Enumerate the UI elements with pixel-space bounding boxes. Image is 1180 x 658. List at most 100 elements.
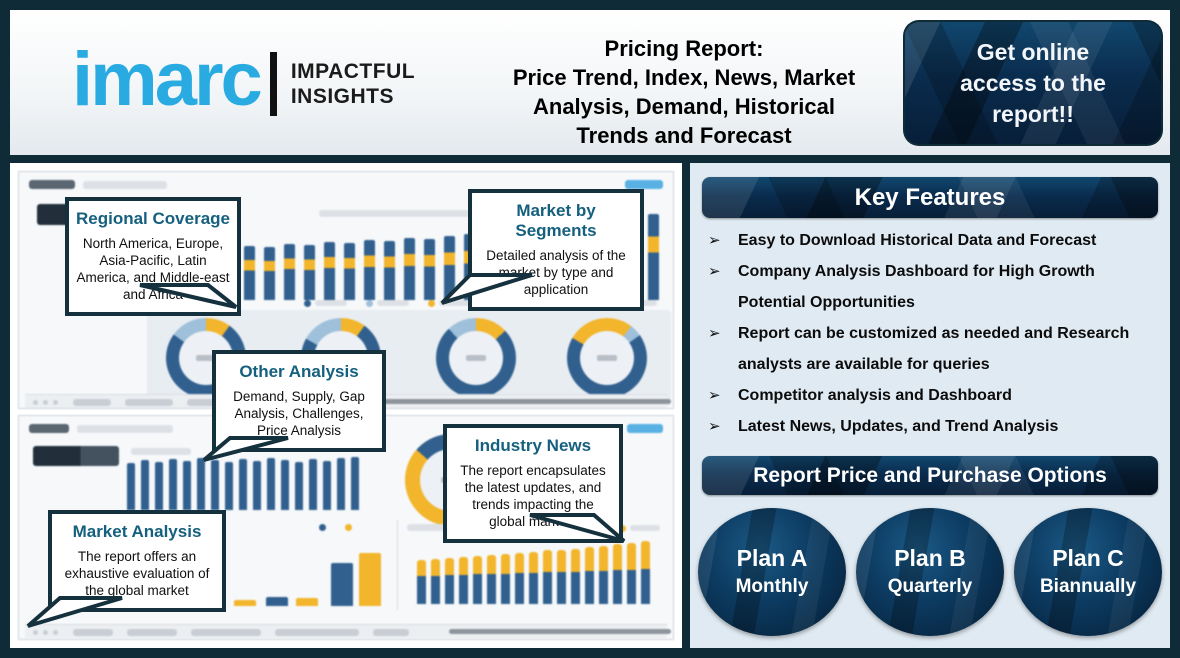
stacked-bar xyxy=(445,558,454,604)
get-online-access-button[interactable]: Get online access to the report!! xyxy=(903,20,1163,146)
legend-dot xyxy=(428,300,435,307)
imarc-logo: imarc IMPACTFUL INSIGHTS xyxy=(72,32,415,136)
blurred-text-placeholder xyxy=(439,300,471,306)
tab-placeholder xyxy=(127,629,177,636)
bar xyxy=(351,457,359,510)
tab-placeholder xyxy=(73,399,111,406)
arrow-bullet-icon: ➢ xyxy=(708,417,721,435)
stacked-bar xyxy=(557,550,566,604)
plan-circle-b[interactable]: Plan B Quarterly xyxy=(856,508,1004,636)
blurred-text-placeholder xyxy=(630,525,660,531)
callout-tail xyxy=(440,273,533,305)
stacked-bar xyxy=(487,555,496,604)
blurred-text-placeholder xyxy=(131,448,191,455)
plan-name: Plan B xyxy=(894,545,966,571)
bar xyxy=(234,600,256,606)
tab-placeholder xyxy=(191,629,261,636)
bar xyxy=(281,460,289,510)
bar xyxy=(284,244,295,300)
logo-tagline-line2: INSIGHTS xyxy=(290,85,394,108)
stacked-bar xyxy=(473,556,482,604)
scrollbar xyxy=(449,629,671,634)
key-feature-text: Easy to Download Historical Data and For… xyxy=(738,232,1097,249)
callout-tail xyxy=(139,283,238,309)
panel-divider xyxy=(397,520,398,610)
key-feature-text: Company Analysis Dashboard for High Grow… xyxy=(738,263,1095,311)
bar xyxy=(324,242,335,300)
bar xyxy=(183,461,191,510)
arrow-bullet-icon: ➢ xyxy=(708,262,721,280)
plan-period: Monthly xyxy=(735,576,809,597)
get-online-access-label: Get online access to the report!! xyxy=(960,38,1106,127)
logo-tagline-line1: IMPACTFUL xyxy=(290,59,416,83)
bar xyxy=(648,214,659,300)
bar xyxy=(239,459,247,510)
blurred-link-placeholder xyxy=(625,180,663,189)
key-feature-item: ➢ Easy to Download Historical Data and Fo… xyxy=(708,225,1160,256)
callout-market-analysis: Market Analysis The report offers an exha… xyxy=(48,510,226,612)
header-banner: imarc IMPACTFUL INSIGHTS Pricing Report:… xyxy=(10,10,1170,155)
column-chart xyxy=(127,457,369,510)
legend-dot xyxy=(304,300,311,307)
stacked-bar xyxy=(431,559,440,604)
blurred-text-placeholder xyxy=(77,425,173,433)
tab-placeholder xyxy=(73,629,113,636)
arrow-bullet-icon: ➢ xyxy=(708,231,721,249)
callout-title: Regional Coverage xyxy=(76,209,230,228)
tab-placeholder xyxy=(373,629,409,636)
report-title-line: Price Trend, Index, News, Market xyxy=(512,65,856,90)
stacked-bar xyxy=(641,541,650,604)
legend-dot xyxy=(366,300,373,307)
plan-period: Quarterly xyxy=(887,576,973,597)
blurred-title-placeholder xyxy=(29,180,75,189)
donut-hole xyxy=(449,331,503,385)
bar xyxy=(304,245,315,300)
callout-title: Industry News xyxy=(474,436,592,455)
legend-dot xyxy=(319,524,326,531)
pager-dot xyxy=(33,400,38,405)
donut-hole xyxy=(580,331,634,385)
tab-placeholder xyxy=(275,629,359,636)
bar xyxy=(444,236,455,300)
dashboard-tabbar xyxy=(25,624,671,638)
donut-chart xyxy=(166,318,246,398)
callout-tail xyxy=(529,513,626,543)
callout-body: North America, Europe, Asia-Pacific, Lat… xyxy=(76,236,230,302)
stacked-bar xyxy=(599,546,608,604)
logo-divider xyxy=(269,52,277,116)
callout-body: Demand, Supply, Gap Analysis, Challenges… xyxy=(233,389,365,438)
bar xyxy=(155,462,163,510)
callout-body: The report offers an exhaustive evaluati… xyxy=(64,549,210,598)
stacked-bar xyxy=(459,557,468,604)
key-feature-item: ➢ Report can be customized as needed and … xyxy=(708,318,1160,380)
bar xyxy=(424,239,435,300)
plan-circle-c[interactable]: Plan C Biannually xyxy=(1014,508,1162,636)
blurred-title-placeholder xyxy=(29,424,69,433)
pager-dot xyxy=(43,630,48,635)
report-title: Pricing Report: Price Trend, Index, News… xyxy=(478,34,890,150)
plan-circle-a[interactable]: Plan A Monthly xyxy=(698,508,846,636)
callout-tail xyxy=(26,596,123,628)
bar xyxy=(384,241,395,300)
bar xyxy=(344,243,355,300)
bar xyxy=(141,460,149,510)
bar xyxy=(225,462,233,510)
bar xyxy=(267,458,275,510)
bar xyxy=(264,247,275,300)
donut-chart xyxy=(436,318,516,398)
bar xyxy=(323,461,331,510)
stacked-bar xyxy=(571,549,580,604)
bar xyxy=(331,563,353,606)
bar xyxy=(253,461,261,510)
pager-dot xyxy=(43,400,48,405)
legend-dot xyxy=(345,524,352,531)
stacked-bar xyxy=(417,560,426,604)
plan-period: Biannually xyxy=(1039,576,1137,597)
blurred-dark-button xyxy=(33,446,119,466)
pager-dot xyxy=(33,630,38,635)
bar xyxy=(364,240,375,300)
callout-body: The report encapsulates the latest updat… xyxy=(460,463,606,529)
key-feature-item: ➢ Company Analysis Dashboard for High Gro… xyxy=(708,256,1160,318)
bar xyxy=(337,458,345,510)
